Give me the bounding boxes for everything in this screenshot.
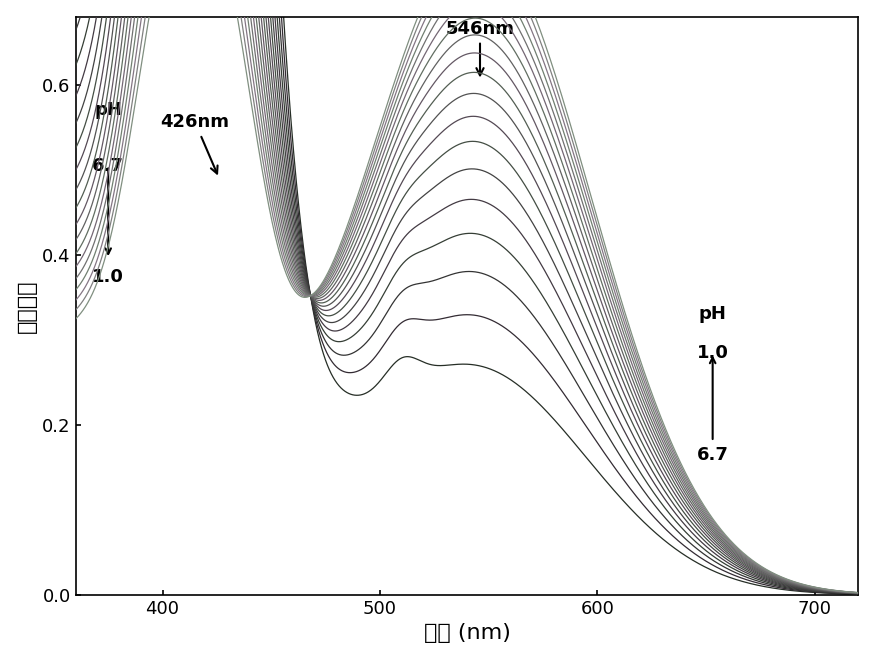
Text: 6.7: 6.7	[696, 446, 729, 464]
Text: pH: pH	[94, 101, 123, 119]
Text: 426nm: 426nm	[161, 114, 229, 174]
Text: 1.0: 1.0	[696, 344, 729, 362]
Text: 1.0: 1.0	[92, 267, 124, 286]
X-axis label: 波长 (nm): 波长 (nm)	[424, 623, 510, 644]
Y-axis label: 吸收强度: 吸收强度	[17, 279, 37, 333]
Text: pH: pH	[699, 305, 726, 323]
Text: 6.7: 6.7	[92, 157, 124, 175]
Text: 546nm: 546nm	[445, 20, 514, 75]
